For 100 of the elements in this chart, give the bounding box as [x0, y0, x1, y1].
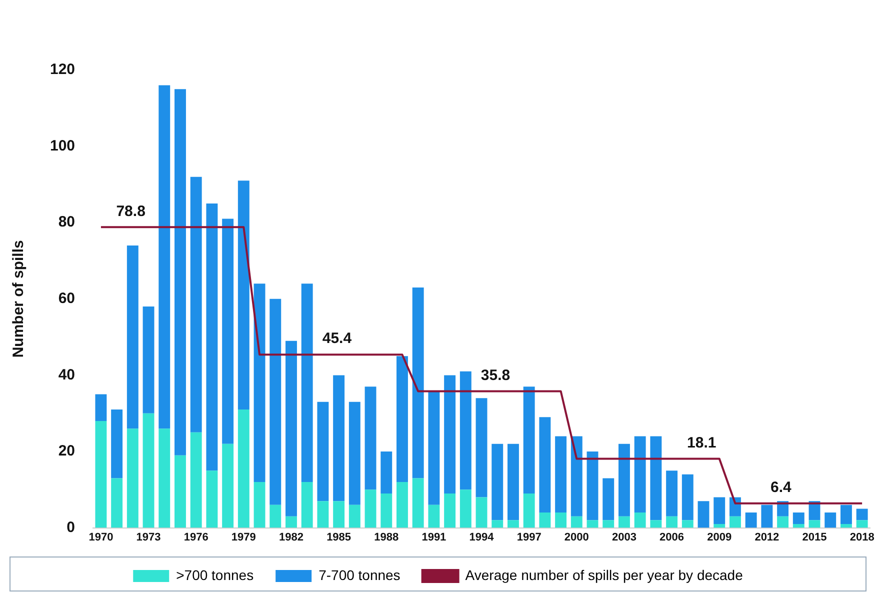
bar	[508, 444, 519, 520]
bar	[412, 287, 424, 478]
bar	[555, 512, 567, 528]
bar	[270, 298, 282, 505]
bar	[602, 520, 614, 528]
bar	[364, 386, 376, 490]
bar	[523, 386, 535, 494]
bar	[444, 493, 456, 528]
data-label: 6.4	[770, 479, 792, 496]
y-tick-label: 60	[58, 290, 76, 308]
bar	[539, 512, 551, 528]
bar	[317, 501, 329, 528]
bar	[808, 520, 820, 528]
bar	[206, 470, 218, 528]
x-tick-label: 2000	[564, 531, 589, 544]
y-tick-label: 40	[58, 366, 76, 384]
bar	[792, 512, 804, 524]
bar	[729, 516, 741, 528]
y-tick-label: 120	[50, 61, 76, 78]
bar	[222, 218, 234, 444]
bar	[492, 444, 504, 520]
x-tick-label: 1979	[231, 531, 256, 544]
legend-label: 7-700 tonnes	[318, 566, 400, 583]
legend-label: Average number of spills per year by decade	[465, 566, 744, 583]
bar	[238, 410, 250, 528]
bar	[523, 493, 535, 528]
bar	[476, 497, 488, 528]
bar	[586, 452, 598, 520]
y-tick-label: 80	[58, 214, 76, 231]
bar	[317, 402, 329, 502]
bar	[840, 524, 852, 528]
bar	[714, 497, 726, 524]
bar	[222, 444, 234, 528]
bar	[444, 375, 456, 494]
bar	[286, 340, 297, 516]
x-tick-label: 1985	[326, 531, 352, 544]
bar	[254, 284, 266, 482]
bar	[856, 520, 868, 528]
bar	[364, 490, 376, 528]
bar	[555, 436, 567, 513]
bar	[158, 428, 170, 528]
bar	[602, 478, 614, 520]
y-tick-label: 0	[66, 518, 76, 536]
bar	[840, 504, 852, 524]
data-label: 18.1	[687, 434, 716, 452]
bar	[856, 508, 868, 520]
y-tick-label: 100	[50, 137, 76, 154]
x-tick-label: 1991	[422, 531, 446, 544]
bar	[618, 444, 630, 516]
bar	[792, 524, 804, 528]
bar	[270, 504, 282, 528]
bar	[174, 89, 186, 456]
bar	[142, 413, 154, 528]
x-tick-label: 1976	[184, 531, 208, 544]
bar	[111, 478, 123, 528]
bar	[777, 516, 789, 528]
bar	[380, 452, 392, 494]
x-tick-label: 1994	[469, 531, 495, 544]
bar	[698, 501, 710, 528]
y-tick-label: 20	[58, 442, 76, 460]
data-label: 45.4	[322, 330, 352, 348]
bar	[492, 520, 504, 528]
bar	[666, 516, 678, 528]
bar	[396, 356, 408, 482]
bar	[158, 85, 170, 429]
y-axis-title: Number of spills	[10, 240, 28, 358]
x-tick-label: 1988	[374, 531, 399, 544]
bar	[301, 284, 313, 482]
bar	[126, 245, 138, 429]
x-tick-label: 2012	[754, 531, 780, 544]
bar	[586, 520, 598, 528]
x-tick-label: 1970	[88, 531, 114, 544]
bar	[570, 516, 582, 528]
bar	[348, 402, 360, 505]
legend-label: >700 tonnes	[176, 566, 254, 583]
data-label: 78.8	[116, 202, 146, 220]
bar	[618, 516, 630, 528]
x-tick-label: 1997	[516, 531, 542, 544]
bar	[174, 455, 186, 528]
bar	[238, 180, 250, 410]
bar	[570, 436, 582, 516]
bar	[508, 520, 519, 528]
bar	[682, 520, 694, 528]
bar	[476, 398, 488, 498]
x-tick-label: 2015	[802, 531, 827, 544]
data-label: 35.8	[480, 366, 510, 384]
x-tick-label: 1973	[136, 531, 161, 544]
bar	[428, 390, 440, 505]
bar	[634, 436, 646, 513]
bar	[460, 490, 472, 528]
bar	[190, 176, 202, 432]
bar	[254, 482, 266, 528]
x-tick-label: 1982	[278, 531, 304, 544]
bar	[412, 478, 424, 528]
bar	[428, 504, 440, 528]
bar	[333, 375, 345, 502]
bar	[348, 504, 360, 528]
bar	[650, 520, 662, 528]
bar	[761, 504, 773, 528]
bar	[95, 394, 107, 421]
